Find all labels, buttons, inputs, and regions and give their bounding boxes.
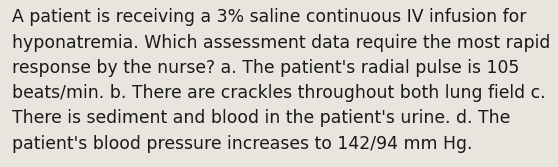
Text: A patient is receiving a 3% saline continuous IV infusion for
hyponatremia. Whic: A patient is receiving a 3% saline conti… bbox=[12, 8, 551, 153]
